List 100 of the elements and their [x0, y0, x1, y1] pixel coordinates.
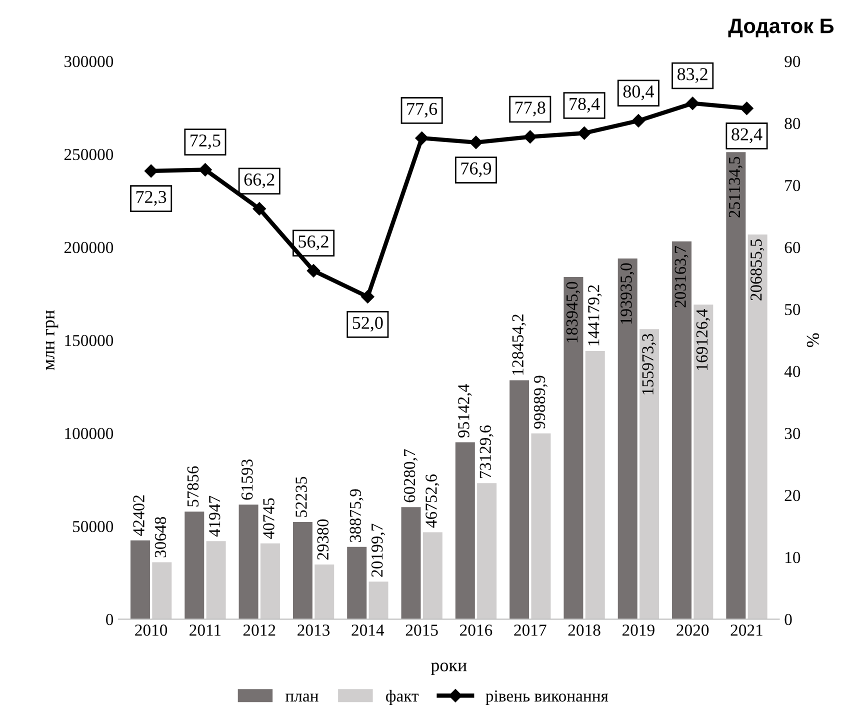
bar [206, 541, 226, 620]
y-tick-label: 300000 [64, 56, 114, 68]
point [686, 96, 700, 110]
point [252, 202, 266, 216]
y2-tick-label: 60 [784, 242, 800, 254]
data-label: 128454,2 [512, 314, 526, 375]
data-label: 56,2 [298, 236, 328, 250]
y2-tick-label: 0 [784, 614, 792, 626]
data-label: 203163,7 [674, 246, 688, 308]
data-label: 29380 [317, 519, 329, 560]
bar [694, 304, 714, 620]
bar [184, 512, 204, 620]
x-tick-label: 2011 [190, 624, 221, 636]
y2-tick-label: 10 [786, 552, 800, 564]
x-tick-label: 2016 [460, 624, 492, 636]
bar [477, 483, 497, 620]
bar [260, 543, 280, 620]
bar [130, 540, 150, 620]
x-tick-label: 2017 [514, 624, 546, 636]
y-tick-label: 50000 [73, 520, 114, 532]
bar [510, 380, 530, 620]
bar [640, 329, 660, 620]
data-label: 78,4 [570, 98, 600, 113]
y-tick-label: 150000 [65, 334, 114, 346]
data-label: 20199,7 [371, 524, 386, 577]
point [198, 163, 212, 176]
data-label: 42402 [133, 495, 144, 536]
bar [564, 277, 584, 620]
y2-tick-label: 20 [784, 490, 800, 502]
data-label: 52235 [296, 476, 307, 517]
data-label: 77,8 [516, 102, 546, 116]
data-label: 61593 [242, 459, 253, 500]
y2-tick-label: 30 [784, 428, 800, 440]
x-tick-label: 2014 [352, 624, 384, 636]
y2-tick-label: 40 [784, 366, 800, 378]
point [415, 131, 428, 145]
bar [422, 532, 442, 620]
data-label: 155973,3 [642, 334, 656, 394]
y2-tick-label: 80 [784, 118, 800, 130]
data-label: 82,4 [732, 128, 762, 144]
bar [347, 546, 367, 620]
data-label: 193935,0 [620, 263, 634, 324]
data-label: 72,3 [136, 190, 166, 206]
x-tick-label: 2018 [568, 624, 600, 636]
x-tick-label: 2015 [406, 624, 438, 636]
bar [618, 258, 638, 620]
chart-title: Додаток Б [728, 18, 834, 38]
bar [585, 351, 605, 620]
data-label: 95142,4 [458, 384, 472, 438]
data-label: 46752,6 [426, 474, 440, 528]
y-tick-label: 200000 [64, 242, 114, 254]
point [578, 126, 591, 140]
x-tick-label: 2021 [730, 624, 762, 636]
data-label: 66,2 [244, 174, 274, 188]
bar [672, 241, 692, 620]
bar [152, 562, 172, 620]
data-label: 206855,5 [750, 239, 764, 300]
data-label: 57856 [187, 466, 199, 506]
data-label: 77,6 [407, 102, 438, 118]
bar [401, 507, 421, 620]
legend-label: факт [386, 690, 419, 705]
point [144, 164, 158, 178]
y2-tick-label: 90 [784, 56, 800, 68]
bar [726, 152, 746, 620]
y2-tick-label: 70 [785, 180, 800, 192]
point [632, 114, 646, 128]
data-label: 83,2 [677, 68, 708, 83]
bar [292, 522, 312, 620]
x-axis-title: роки [430, 662, 467, 675]
data-label: 144179,2 [588, 285, 602, 346]
bar [531, 433, 551, 620]
data-label: 183945,0 [566, 282, 580, 342]
x-tick-label: 2013 [298, 624, 330, 636]
data-label: 76,9 [461, 162, 492, 178]
data-label: 30648 [154, 516, 166, 558]
x-tick-label: 2012 [243, 624, 276, 636]
y-tick-label: 0 [106, 614, 114, 626]
data-label: 40745 [263, 498, 274, 539]
data-label: 73129,6 [480, 425, 494, 478]
x-tick-label: 2020 [676, 624, 709, 636]
point [740, 102, 754, 115]
bar [455, 442, 475, 620]
data-label: 99889,9 [534, 376, 548, 429]
data-label: 41947 [209, 496, 220, 537]
data-label: 80,4 [623, 85, 654, 100]
y-tick-label: 250000 [64, 148, 114, 160]
data-label: 169126,4 [696, 309, 710, 370]
data-label: 38875,9 [350, 489, 364, 542]
point [524, 130, 537, 144]
data-label: 60280,7 [404, 449, 418, 502]
data-label: 72,5 [190, 134, 220, 150]
legend-label: рівень виконання [486, 690, 608, 705]
point [361, 290, 374, 304]
bar [748, 234, 768, 620]
bar [368, 582, 388, 620]
y2-tick-label: 50 [785, 304, 800, 316]
bar [238, 504, 258, 620]
legend-label: план [286, 694, 318, 702]
data-label: 251134,5 [728, 156, 742, 218]
x-tick-label: 2010 [135, 624, 168, 636]
